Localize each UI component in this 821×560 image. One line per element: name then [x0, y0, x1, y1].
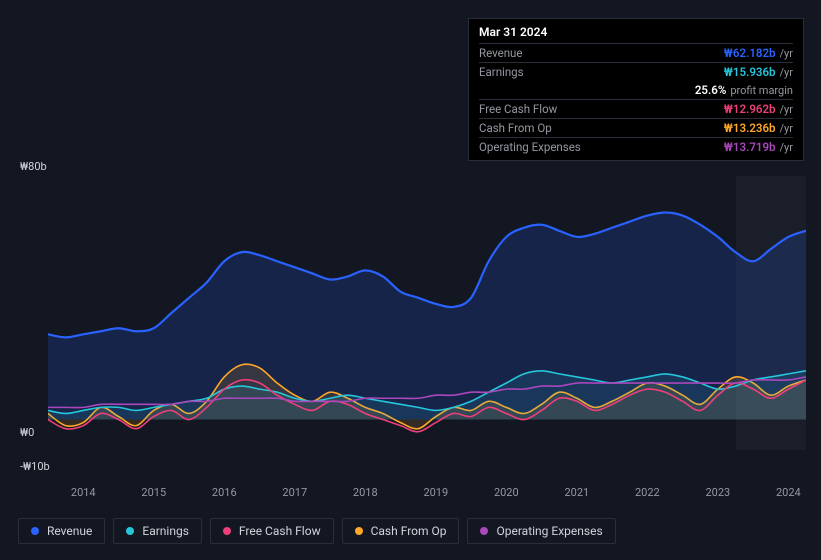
x-axis-label: 2017	[282, 486, 307, 499]
tooltip-row-suffix: /yr	[780, 47, 793, 60]
tooltip-row: Free Cash Flow ₩12.962b/yr	[479, 99, 793, 118]
tooltip-row-label: Cash From Op	[479, 121, 552, 135]
y-axis-label: -₩10b	[20, 460, 50, 473]
x-axis: 2014 2015 2016 2017 2018 2019 2020 2021 2022 2023…	[18, 486, 808, 506]
tooltip-row: Operating Expenses ₩13.719b/yr	[479, 137, 793, 156]
tooltip-row-value: ₩13.719b	[724, 140, 776, 154]
tooltip-row-value: ₩15.936b	[724, 65, 776, 79]
tooltip-row: Earnings ₩15.936b/yr	[479, 62, 793, 81]
x-axis-label: 2019	[423, 486, 448, 499]
x-axis-label: 2023	[705, 486, 730, 499]
tooltip-row-value: ₩62.182b	[724, 46, 776, 60]
legend-dot	[126, 527, 134, 535]
x-axis-label: 2014	[71, 486, 96, 499]
x-axis-label: 2015	[141, 486, 166, 499]
chart-legend: Revenue Earnings Free Cash Flow Cash From O…	[18, 518, 616, 544]
tooltip-row-suffix: /yr	[780, 66, 793, 79]
x-axis-label: 2016	[212, 486, 237, 499]
tooltip-row-suffix: profit margin	[730, 84, 793, 97]
y-axis-label: ₩0	[20, 426, 34, 439]
x-axis-label: 2018	[353, 486, 378, 499]
tooltip-row-suffix: /yr	[780, 141, 793, 154]
legend-dot	[31, 527, 39, 535]
x-axis-label: 2022	[635, 486, 660, 499]
tooltip-row-label: Revenue	[479, 46, 523, 60]
legend-item-revenue[interactable]: Revenue	[18, 518, 105, 544]
chart-tooltip: Mar 31 2024 Revenue ₩62.182b/yr Earnings ₩1…	[468, 18, 804, 161]
legend-dot	[480, 527, 488, 535]
chart-lines	[48, 176, 806, 450]
legend-dot	[223, 527, 231, 535]
legend-label: Free Cash Flow	[239, 524, 321, 538]
tooltip-row-value: ₩13.236b	[724, 121, 776, 135]
financial-chart[interactable]: ₩80b ₩0 -₩10b	[18, 160, 808, 490]
tooltip-row-value: ₩12.962b	[724, 102, 776, 116]
tooltip-row-label: Operating Expenses	[479, 140, 581, 154]
legend-label: Earnings	[142, 524, 189, 538]
tooltip-row: 25.6% profit margin	[479, 81, 793, 99]
tooltip-row-label: Earnings	[479, 65, 524, 79]
tooltip-row-suffix: /yr	[780, 103, 793, 116]
tooltip-row-value: 25.6%	[695, 83, 726, 97]
tooltip-row-suffix: /yr	[780, 122, 793, 135]
legend-item-cash-from-op[interactable]: Cash From Op	[342, 518, 460, 544]
legend-item-earnings[interactable]: Earnings	[113, 518, 202, 544]
legend-item-operating-expenses[interactable]: Operating Expenses	[467, 518, 615, 544]
y-axis-label: ₩80b	[20, 160, 47, 173]
x-axis-label: 2020	[494, 486, 519, 499]
tooltip-date: Mar 31 2024	[479, 25, 793, 43]
tooltip-row-label: Free Cash Flow	[479, 102, 557, 116]
legend-item-free-cash-flow[interactable]: Free Cash Flow	[210, 518, 334, 544]
plot-area	[48, 176, 806, 450]
x-axis-label: 2024	[776, 486, 801, 499]
legend-dot	[355, 527, 363, 535]
x-axis-label: 2021	[564, 486, 589, 499]
legend-label: Operating Expenses	[496, 524, 602, 538]
tooltip-row: Cash From Op ₩13.236b/yr	[479, 118, 793, 137]
legend-label: Cash From Op	[371, 524, 447, 538]
legend-label: Revenue	[47, 524, 92, 538]
tooltip-row: Revenue ₩62.182b/yr	[479, 43, 793, 62]
